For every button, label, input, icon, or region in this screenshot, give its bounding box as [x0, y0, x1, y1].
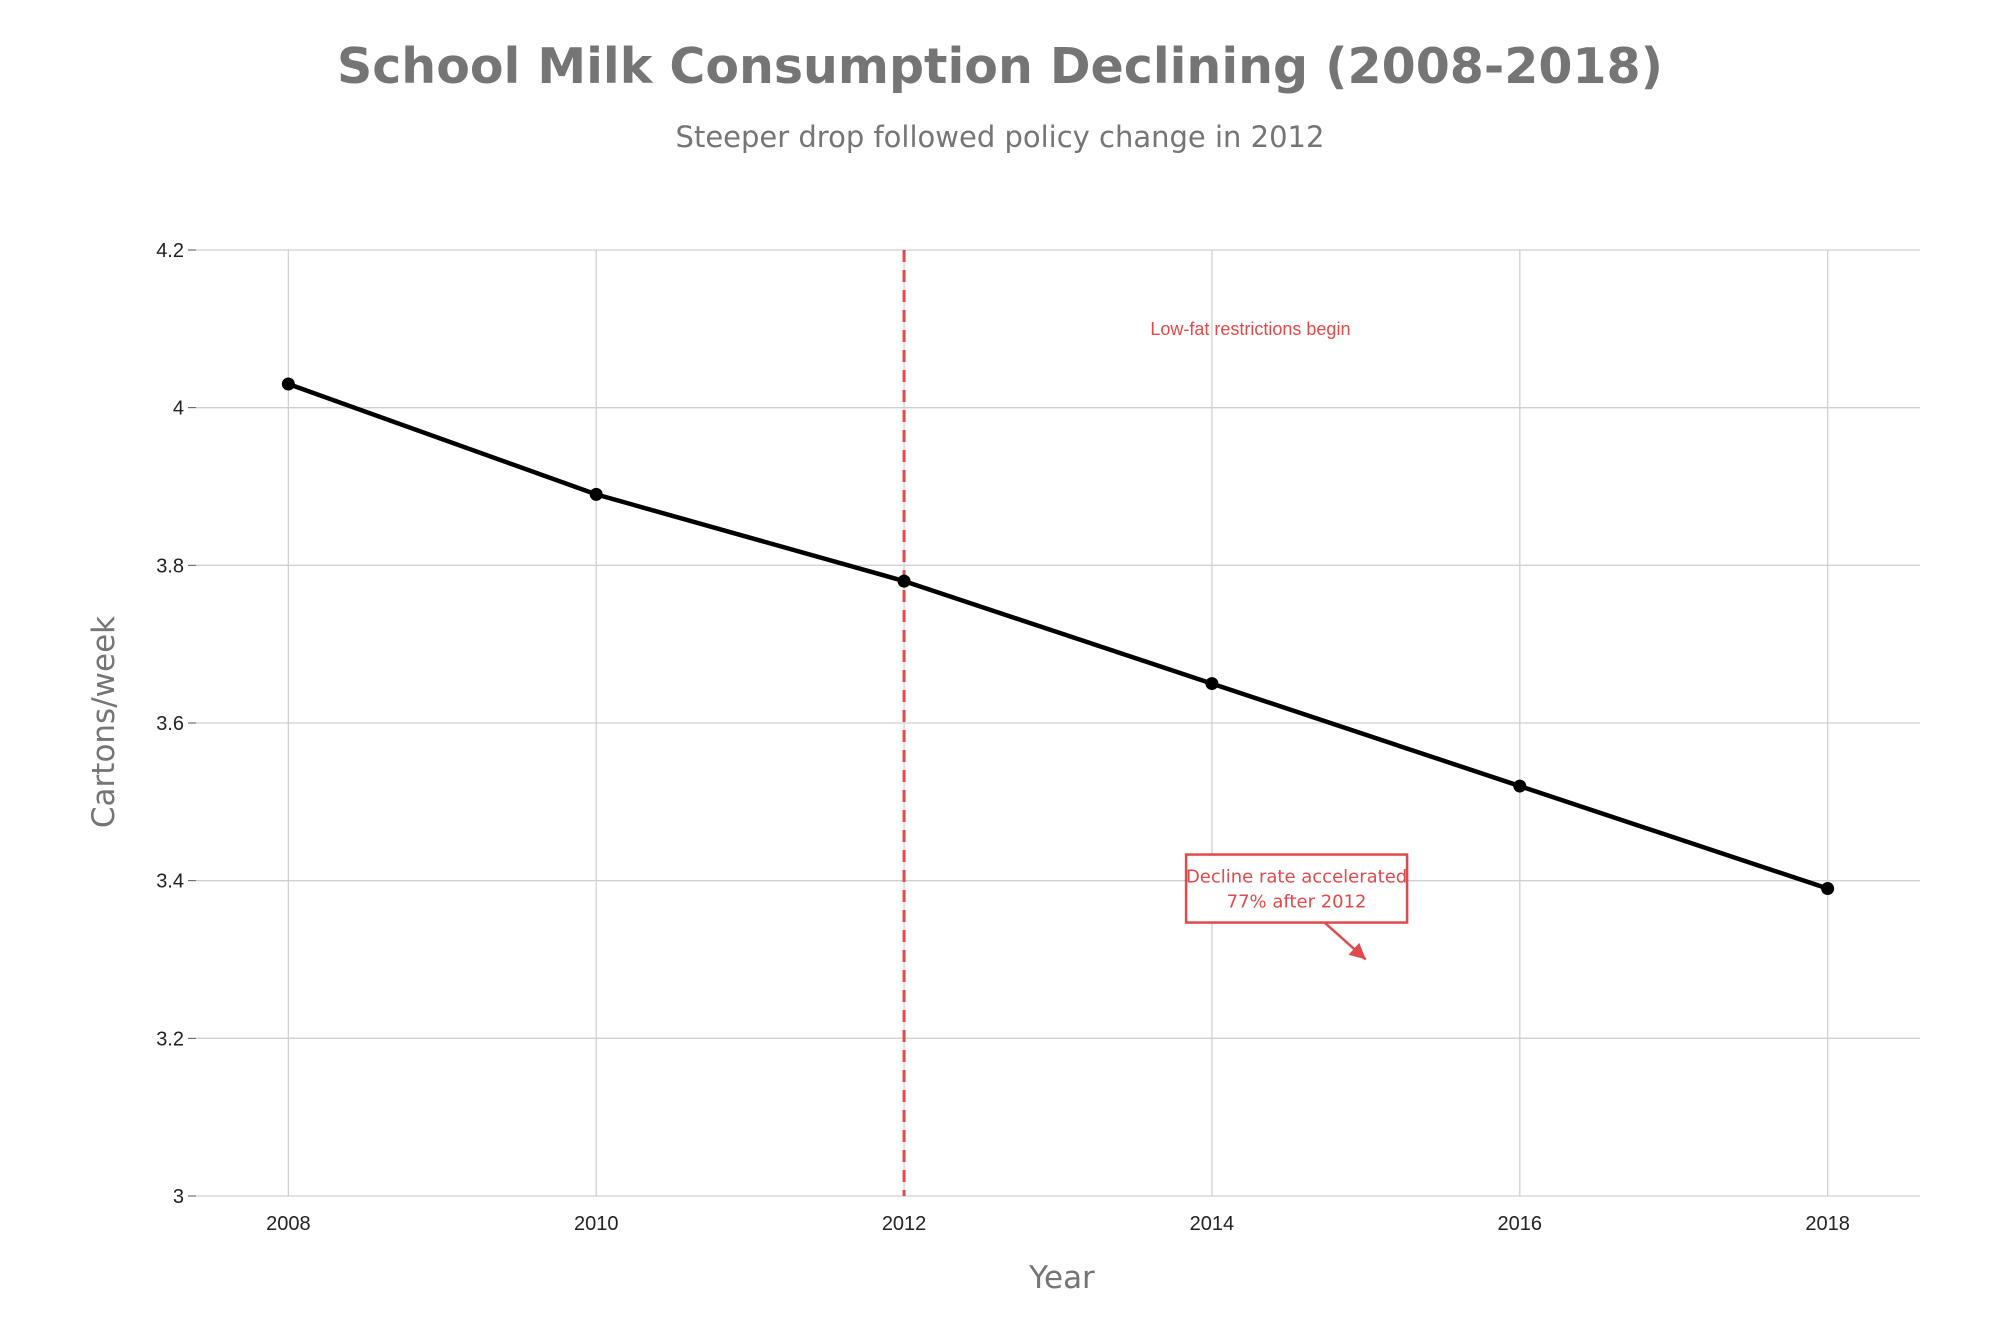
- series-line: [287, 381, 1829, 891]
- series-layer: [281, 377, 1835, 896]
- data-point: [589, 487, 603, 501]
- x-tick-label: 2010: [574, 1213, 619, 1235]
- data-point: [1513, 779, 1527, 793]
- x-tick-label: 2012: [882, 1213, 927, 1235]
- x-tick-label: 2014: [1190, 1213, 1235, 1235]
- y-tick-label: 3.8: [156, 555, 184, 577]
- y-tick-label: 3.2: [156, 1028, 184, 1050]
- x-tick-label: 2018: [1805, 1213, 1850, 1235]
- annotations: Low-fat restrictions begin Decline rate a…: [1150, 319, 1409, 961]
- chart-subtitle: Steeper drop followed policy change in 2…: [675, 120, 1325, 154]
- annotation-box-text: Decline rate accelerated: [1186, 867, 1407, 888]
- annotation-box-text: 77% after 2012: [1227, 892, 1367, 913]
- y-tick-label: 3: [173, 1186, 184, 1208]
- y-axis-title: Cartons/week: [86, 616, 122, 828]
- x-tick-label: 2016: [1498, 1213, 1543, 1235]
- y-tick-label: 3.4: [156, 871, 184, 893]
- grid: [196, 249, 1920, 1197]
- y-tick-label: 4.2: [156, 240, 184, 262]
- x-axis-title: Year: [1028, 1260, 1095, 1296]
- data-point: [1205, 677, 1219, 691]
- x-tick-label: 2008: [266, 1213, 311, 1235]
- y-tick-label: 3.6: [156, 713, 184, 735]
- annotation-box: [1184, 853, 1409, 924]
- axis-ticks: 2008 2010 2012 2014 2016 2018 3 3.2 3.4 3.6 3.8 4 4.…: [156, 240, 1850, 1235]
- data-point: [897, 574, 911, 588]
- data-point: [1821, 882, 1835, 896]
- annotation-policy-label: Low-fat restrictions begin: [1150, 319, 1350, 339]
- data-point: [281, 377, 295, 391]
- annotation-arrowhead: [1348, 942, 1366, 960]
- y-tick-label: 4: [173, 398, 184, 420]
- chart-title: School Milk Consumption Declining (2008-…: [336, 38, 1664, 95]
